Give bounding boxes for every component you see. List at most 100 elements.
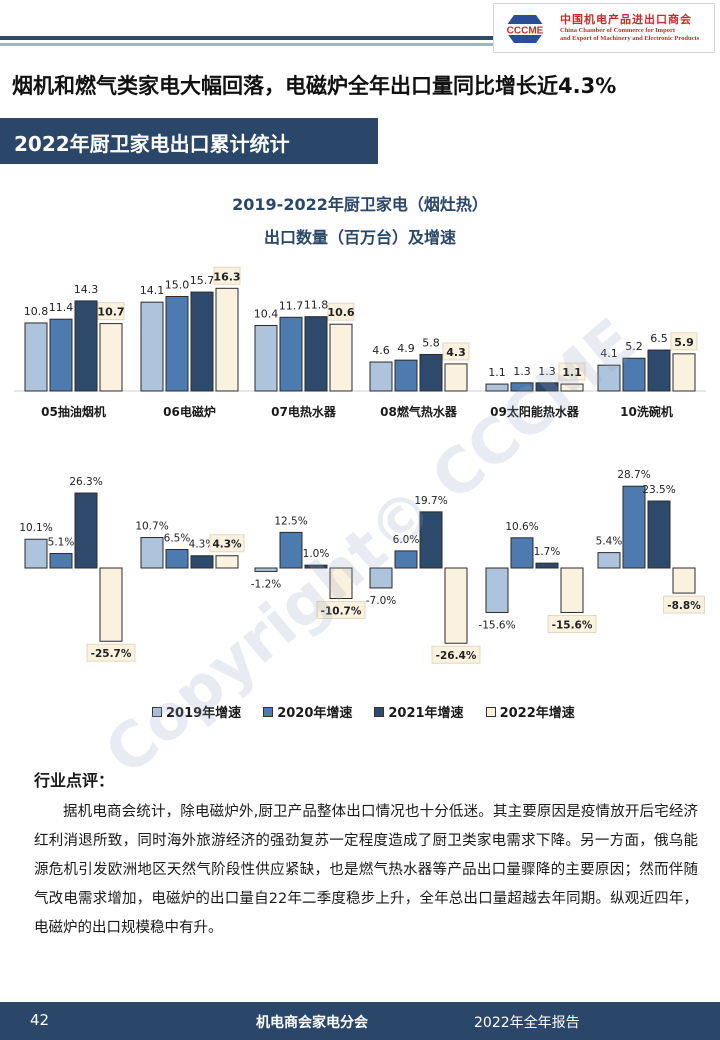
growth-data-label: 23.5% [642,484,675,496]
quantity-bar [254,324,278,392]
top-band [0,0,720,56]
growth-bar [215,555,239,569]
quantity-data-label: 6.5 [650,332,668,345]
quantity-bar [394,359,418,392]
growth-data-label: 1.0% [303,548,330,560]
quantity-bar [444,363,468,392]
growth-data-label: 6.0% [393,534,420,546]
chart: 10.8 11.414.3 10.7 05抽油烟机 14.1 15.0 15.7 16.3 06… [14,266,706,664]
growth-data-label: 4.3% [212,539,242,551]
quantity-data-label: 1.3 [538,365,556,378]
growth-bar [329,567,353,599]
growth-bar [622,485,646,569]
quantity-data-label: 14.1 [140,284,165,297]
quantity-data-label: 1.3 [513,365,531,378]
logo-english-line: China Chamber of Commerce for Import [560,27,675,34]
logo-english-line: and Export of Machinery and Electronic P… [560,35,700,42]
legend-label: 2020年增速 [277,706,353,721]
logo-acronym: CCCME [507,26,544,37]
quantity-data-label: 10.7 [97,306,124,319]
growth-bar [74,492,98,569]
quantity-data-label: 5.9 [674,336,694,349]
growth-data-label: 12.5% [274,515,307,527]
quantity-data-label: 11.7 [279,299,304,312]
quantity-bar [140,301,164,392]
quantity-data-label: 16.3 [213,270,240,283]
quantity-data-label: 1.1 [562,366,582,379]
growth-bar [304,564,328,569]
quantity-label-box [670,332,698,351]
growth-data-label: 1.7% [534,546,561,558]
growth-label-box [316,600,366,619]
growth-bar [279,531,303,569]
legend-label: 2022年增速 [499,706,575,721]
legend-item: 2021年增速 [374,702,464,721]
growth-data-label: 26.3% [69,476,102,488]
growth-data-label: 28.7% [617,469,650,481]
growth-data-label: 6.5% [164,532,191,544]
quantity-bar [369,361,393,392]
section-banner: 2022年厨卫家电出口累计统计 [0,118,378,164]
growth-bar [24,538,48,569]
growth-data-label: 10.7% [135,521,168,533]
cccme-logo-icon: CCCME [500,15,550,43]
growth-data-label: -7.0% [366,595,396,607]
category-tick-label: 07电热水器 [271,404,337,419]
quantity-data-label: 5.8 [422,336,440,349]
growth-data-label: 10.1% [19,522,52,534]
legend-label: 2019年增速 [166,706,242,721]
quantity-bar [510,382,534,392]
quantity-bar [74,300,98,392]
growth-bar [485,567,509,613]
chart-subtitle: 出口数量（百万台）及增速 [263,228,456,247]
header-stripe [0,36,500,40]
quantity-data-label: 4.6 [372,344,390,357]
growth-label-box [663,595,705,614]
growth-bar [165,548,189,569]
legend-item: 2020年增速 [263,702,352,721]
quantity-bar [165,296,189,392]
footer-report-name: 2022年全年报告 [474,1015,580,1031]
quantity-bar [672,353,696,392]
quantity-data-label: 15.0 [165,279,190,292]
quantity-label-box [97,302,125,321]
growth-data-label: 10.6% [505,521,538,533]
quantity-bar [190,291,214,392]
chart-legend: 2019年增速 2020年增速 2021年增速 2022年增速 [152,702,575,721]
legend-swatch [152,706,162,717]
category-tick-label: 06电磁炉 [163,404,216,419]
growth-bar [254,567,278,572]
growth-label-box [547,614,597,633]
quantity-data-label: 11.8 [304,299,329,312]
category-tick-label: 05抽油烟机 [41,404,106,419]
section-title: 2022年厨卫家电出口累计统计 [14,132,290,156]
growth-bar [560,567,584,613]
growth-label-box [431,645,481,664]
growth-bar [49,552,73,569]
quantity-bar [329,323,353,392]
logo-chinese-name: 中国机电产品进出口商会 [560,13,692,26]
growth-bar [444,567,468,644]
category-tick-label: 10洗碗机 [620,404,673,419]
quantity-label-box [442,342,470,361]
comment-heading: 行业点评： [34,771,115,790]
quantity-data-label: 4.9 [397,342,415,355]
quantity-data-label: 4.1 [600,347,618,360]
growth-data-label: -15.6% [552,619,593,631]
legend-swatch [263,706,274,717]
header-stripe [0,43,500,46]
quantity-bar [535,382,559,392]
quantity-bar [485,383,509,392]
quantity-bar [597,364,621,392]
quantity-data-label: 4.3 [446,346,466,359]
growth-bar [597,552,621,569]
growth-data-label: 5.4% [596,536,623,548]
growth-data-label: 19.7% [414,495,447,507]
quantity-label-box [558,362,586,381]
growth-data-label: 4.3% [189,539,216,551]
footer-organization: 机电商会家电分会 [256,1015,368,1031]
quantity-bar [647,349,671,392]
quantity-data-label: 5.2 [625,340,643,353]
growth-label-box [209,534,245,553]
growth-data-label: 5.1% [48,536,75,548]
